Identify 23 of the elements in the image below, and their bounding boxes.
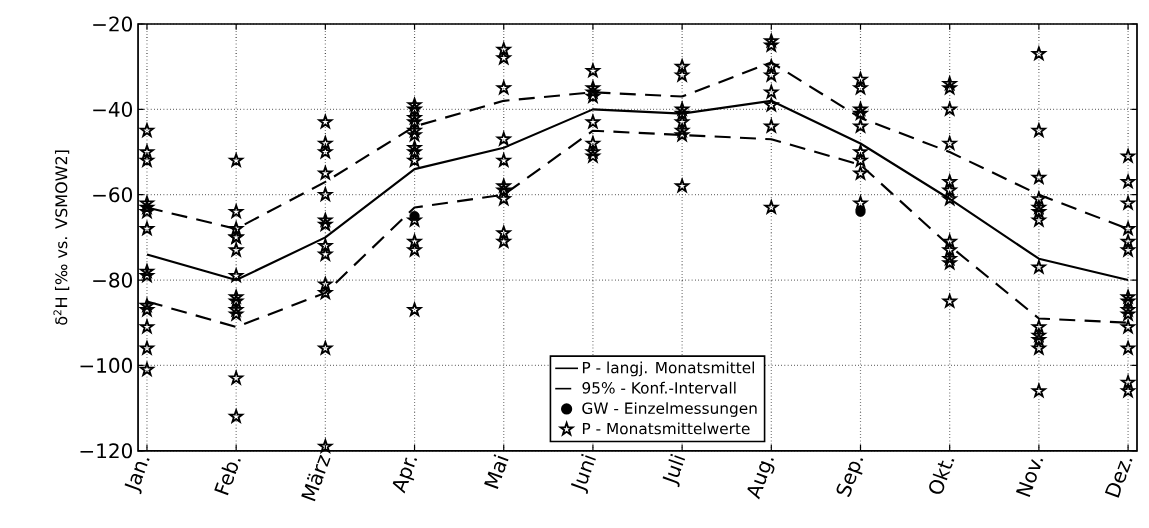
x-tick-label: Aug. — [747, 458, 775, 500]
x-tick-label: Juli — [662, 453, 686, 488]
x-tick-label: Jan. — [124, 458, 150, 495]
legend-label: GW - Einzelmessungen — [582, 402, 757, 417]
legend-label: P - Monatsmittelwerte — [582, 422, 750, 435]
y-tick-label: −100 — [80, 357, 132, 373]
x-tick-label: Okt. — [929, 458, 955, 494]
y-axis-title: δ$^{2}$H [‰ vs. VSMOW2] — [53, 150, 70, 325]
x-tick-label: März — [301, 454, 331, 502]
x-tick-label: Juni — [570, 453, 596, 494]
x-tick-label: Mai — [484, 454, 509, 489]
x-tick-label: Feb. — [214, 458, 241, 496]
y-tick-label: −20 — [93, 16, 133, 32]
legend-label: P - langj. Monatsmittel — [582, 361, 754, 377]
x-tick-label: Dez. — [1104, 458, 1133, 498]
x-tick-label: Sep. — [836, 458, 864, 497]
y-tick-label: −60 — [93, 187, 133, 203]
x-tick-label: Apr. — [392, 457, 418, 494]
y-tick-label: −120 — [80, 443, 132, 459]
x-tick-label: Nov. — [1015, 458, 1044, 497]
y-tick-label: −80 — [93, 272, 133, 288]
legend-label: 95% - Konf.-Intervall — [582, 381, 736, 394]
y-tick-label: −40 — [93, 101, 133, 117]
